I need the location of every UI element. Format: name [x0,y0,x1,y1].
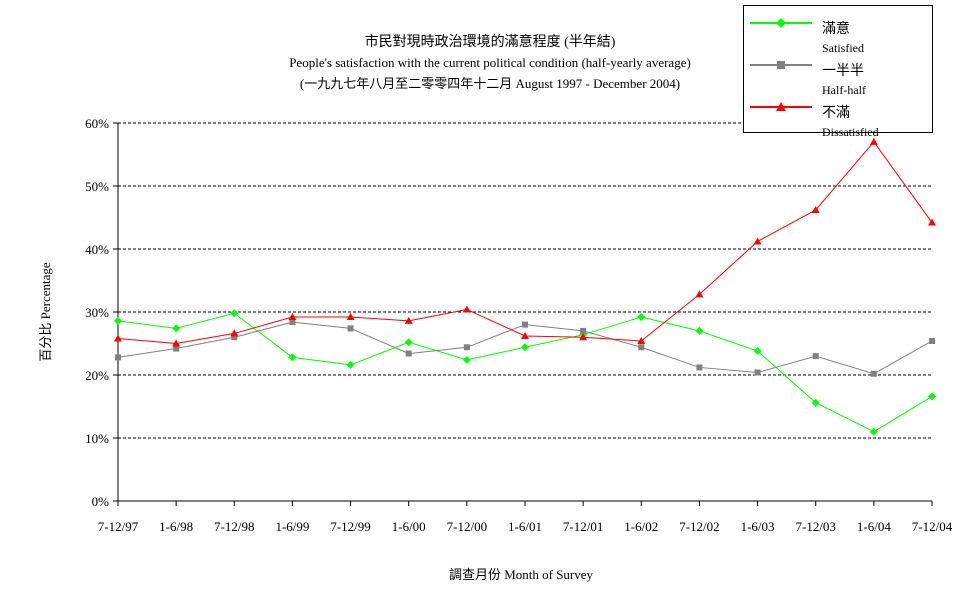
data-point [811,398,820,407]
data-point [231,334,238,341]
data-point [812,353,819,360]
x-tick-label: 7-12/03 [795,519,835,534]
x-tick-labels: 7-12/97 1-6/98 7-12/98 1-6/99 7-12/99 1-6/00 7… [98,519,953,534]
data-point [288,313,297,321]
y-tick-label: 60% [85,116,109,131]
series-half-half [115,319,935,377]
x-tick-label: 1-6/02 [624,519,658,534]
data-point [929,337,935,344]
y-tick-label: 10% [85,431,109,446]
data-point [638,344,645,351]
data-point [114,334,122,342]
data-point [346,360,355,369]
data-point [462,355,471,364]
data-point [753,237,762,245]
square-marker-icon [777,61,785,69]
data-point [346,313,355,321]
data-point [463,344,470,351]
x-tick-label: 7-12/99 [330,519,370,534]
legend-label-half-half-en: Half-half [822,83,866,97]
data-point [230,309,239,318]
legend-item-half-half: 一半半 Half-half [744,56,932,97]
data-point [695,326,704,335]
x-tick-label: 1-6/01 [508,519,542,534]
y-tick-label: 30% [85,305,109,320]
data-point [172,339,181,347]
y-tick-labels: 0% 10% 20% 30% 40% 50% 60% [85,116,109,509]
data-point [754,369,761,376]
legend-item-dissatisfied: 不滿 Dissatisfied [744,98,932,139]
x-tick-label: 1-6/99 [275,519,309,534]
y-tick-label: 50% [85,179,109,194]
data-point [522,321,528,328]
data-point [869,427,878,436]
data-point [405,350,412,357]
legend-label-satisfied: 滿意 [822,22,850,37]
series-dissatisfied [114,137,936,347]
grid-lines [118,122,932,439]
data-point [173,345,180,352]
x-tick-label: 7-12/00 [447,519,487,534]
legend: 滿意 Satisfied 一半半 Half-half 不滿 Dissatisfi… [743,5,933,139]
y-tick-label: 0% [92,494,110,509]
legend-label-satisfied-en: Satisfied [822,41,864,55]
legend-label-dissatisfied-en: Dissatisfied [822,125,879,139]
data-point [521,343,529,352]
series-line [117,141,933,345]
legend-label-dissatisfied: 不滿 [822,106,850,121]
data-point [870,370,877,377]
x-tick-label: 1-6/00 [392,519,426,534]
data-point [230,329,239,337]
x-tick-label: 1-6/03 [741,519,775,534]
data-point [347,325,354,332]
series-line [117,312,933,433]
x-tick-label: 7-12/01 [563,519,603,534]
axes [113,122,933,506]
data-point [579,333,588,341]
triangle-marker-icon [776,102,786,111]
series-lines [114,137,936,436]
data-point [404,338,413,347]
x-tick-label: 7-12/04 [912,519,953,534]
data-point [637,313,646,322]
data-point [289,319,296,326]
y-tick-label: 40% [85,242,109,257]
data-point [172,324,181,333]
data-point [462,305,471,313]
diamond-marker-icon [776,18,786,28]
data-point [637,336,646,344]
x-tick-label: 7-12/02 [679,519,719,534]
data-point [115,354,121,361]
x-tick-label: 7-12/97 [98,519,139,534]
y-axis-label: 百分比 Percentage [38,262,53,362]
data-point [753,347,762,356]
legend-label-half-half: 一半半 [822,64,864,79]
data-point [869,137,878,145]
data-point [521,331,529,339]
data-point [695,290,704,298]
chart-subtitle-period: (一九九七年八月至二零零四年十二月 August 1997 - December… [300,76,680,91]
chart-subtitle: People's satisfaction with the current p… [289,55,691,70]
data-point [114,316,122,325]
data-point [928,218,936,226]
x-tick-label: 1-6/98 [159,519,193,534]
series-satisfied [114,309,936,436]
data-point [811,205,820,213]
data-point [928,392,936,401]
x-tick-label: 1-6/04 [857,519,891,534]
x-tick-label: 7-12/98 [214,519,254,534]
x-axis-label: 調查月份 Month of Survey [449,567,594,582]
data-point [580,327,587,334]
data-point [696,364,703,371]
y-tick-label: 20% [85,368,109,383]
data-point [404,316,413,324]
chart-title: 市民對現時政治環境的滿意程度 (半年結) [365,33,616,50]
legend-item-satisfied: 滿意 Satisfied [744,14,932,55]
data-point [288,353,297,362]
